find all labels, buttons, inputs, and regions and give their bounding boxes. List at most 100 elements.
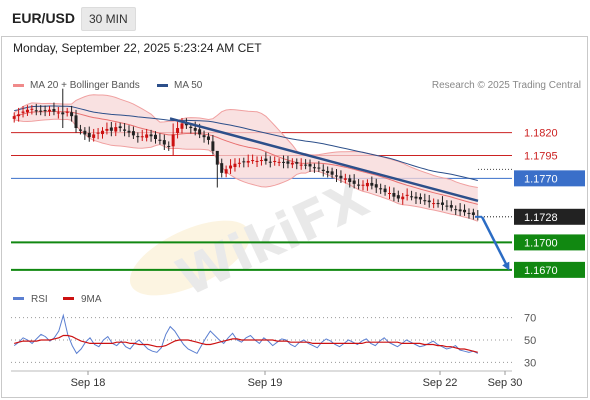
candle-body [193, 128, 197, 131]
candle-body [180, 123, 184, 129]
ma50-line [14, 105, 478, 181]
candle-body [131, 131, 135, 136]
level-label-resistance: 1.1795 [524, 150, 558, 162]
candle-body [136, 136, 140, 138]
candle-body [379, 188, 383, 190]
legend-9ma-swatch [63, 297, 74, 300]
candle-body [202, 135, 206, 138]
candle-body [317, 167, 321, 169]
candle-body [39, 110, 43, 112]
candle-body [171, 134, 175, 147]
candle-body [224, 169, 228, 174]
legend-ma50-swatch [157, 84, 168, 87]
candle-body [440, 202, 444, 205]
legend-ma20-label: MA 20 + Bollinger Bands [30, 80, 140, 91]
candle-body [145, 134, 149, 138]
legend-rsi-swatch [13, 297, 24, 300]
candle-body [198, 129, 202, 135]
candle-body [220, 163, 224, 173]
candle-body [383, 188, 387, 193]
candle-body [78, 129, 82, 131]
candle-body [105, 128, 109, 131]
candle-body [109, 127, 113, 131]
top-bar: EUR/USD 30 MIN [0, 0, 590, 36]
resistance-trendline [169, 117, 479, 203]
candle-body [167, 145, 171, 147]
candle-body [237, 162, 241, 164]
candle-body [251, 160, 255, 162]
timeframe-button[interactable]: 30 MIN [81, 7, 136, 31]
candle-body [330, 171, 334, 175]
bollinger-lower-line [14, 118, 478, 222]
candle-body [405, 194, 409, 196]
candle-body [410, 196, 414, 198]
credit-text: Research © 2025 Trading Central [431, 80, 581, 91]
candle-body [149, 134, 153, 137]
candle-body [471, 212, 475, 215]
candle-body [312, 167, 316, 169]
candle-body [30, 108, 34, 110]
candle-body [21, 111, 25, 113]
bollinger-upper-line [13, 94, 478, 188]
candle-body [229, 165, 233, 169]
candle-body [56, 112, 60, 114]
candle-body [259, 160, 263, 162]
rsi-tick-label: 30 [524, 357, 536, 369]
candle-body [114, 127, 118, 132]
candle-body [92, 134, 96, 138]
candle-body [74, 115, 78, 129]
projection-arrow [480, 216, 510, 271]
level-badge-pivot [514, 170, 585, 187]
candle-body [352, 180, 356, 184]
candle-body [304, 164, 308, 166]
watermark-logo: WikiFX [129, 168, 378, 309]
legend-rsi-label: RSI [31, 294, 48, 305]
candle-body [432, 203, 436, 205]
candle-body [454, 209, 458, 211]
candle-body [101, 130, 105, 135]
level-label-support: 1.1700 [524, 237, 558, 249]
candle-body [392, 193, 396, 197]
candle-body [361, 184, 365, 186]
candle-body [48, 109, 52, 112]
candle-body [34, 110, 38, 112]
rsi-tick-label: 50 [524, 335, 536, 347]
level-badge-current [514, 208, 585, 225]
legend-ma50-label: MA 50 [174, 80, 203, 91]
x-tick-label: Sep 19 [248, 377, 283, 389]
level-label-resistance: 1.1820 [524, 128, 558, 140]
candle-body [127, 130, 131, 133]
rsi-line [13, 313, 479, 355]
candle-body [70, 112, 74, 117]
candle-body [206, 136, 210, 140]
candle-body [290, 162, 294, 165]
candle-body [401, 196, 405, 200]
candle-body [414, 196, 418, 199]
candle-body [118, 126, 122, 129]
candle-body [96, 132, 100, 134]
datetime-label: Monday, September 22, 2025 5:23:24 AM CE… [13, 41, 262, 55]
candle-body [65, 111, 69, 113]
candle-body [423, 200, 427, 202]
candle-body [52, 108, 56, 112]
level-label-current: 1.1728 [524, 212, 558, 224]
candle-body [17, 114, 21, 117]
bollinger-band-fill [14, 94, 478, 222]
legend-9ma-label: 9MA [81, 294, 102, 305]
candle-body [295, 162, 299, 164]
x-tick-label: Sep 18 [71, 377, 106, 389]
candle-body [321, 169, 325, 172]
candle-body [264, 158, 268, 161]
rsi-9ma-line [14, 334, 478, 353]
candle-body [176, 128, 180, 133]
candle-body [268, 161, 272, 163]
candle-body [436, 203, 440, 205]
candle-body [158, 139, 162, 141]
candle-body [12, 116, 16, 119]
level-badge-support [514, 261, 585, 278]
candle-body [273, 160, 277, 162]
candle-body [357, 184, 361, 186]
legend-ma20-swatch [13, 84, 24, 87]
rsi-tick-label: 70 [524, 313, 536, 325]
